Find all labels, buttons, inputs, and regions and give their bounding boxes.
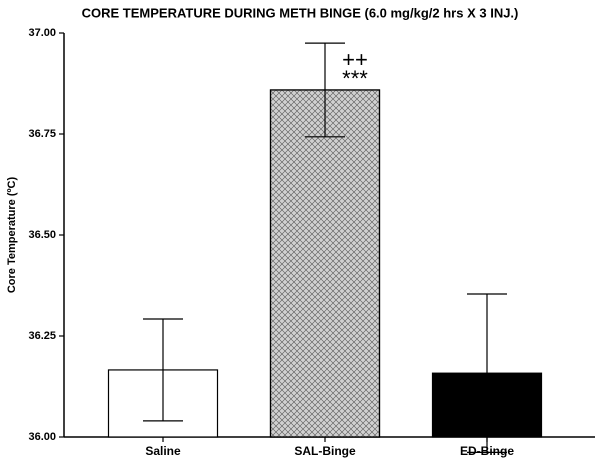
annotation: ++ — [342, 47, 368, 72]
error-bar — [305, 42, 345, 138]
x-tick-label: SAL-Binge — [294, 444, 356, 458]
annotation: *** — [342, 66, 368, 91]
y-tick-label: 37.00 — [28, 27, 56, 39]
error-bar — [467, 293, 507, 453]
y-tick-label: 36.25 — [28, 330, 56, 342]
error-bar — [143, 318, 183, 422]
x-tick-label: ED-Binge — [460, 444, 514, 458]
y-axis-label: Core Temperature (ºC) — [6, 177, 18, 294]
y-tick-label: 36.00 — [28, 431, 56, 443]
x-tick-label: Saline — [145, 444, 181, 458]
bar-hatch — [269, 89, 381, 438]
chart-title: CORE TEMPERATURE DURING METH BINGE (6.0 … — [82, 5, 519, 20]
y-tick-label: 36.50 — [28, 229, 56, 241]
y-tick-label: 36.75 — [28, 128, 56, 140]
